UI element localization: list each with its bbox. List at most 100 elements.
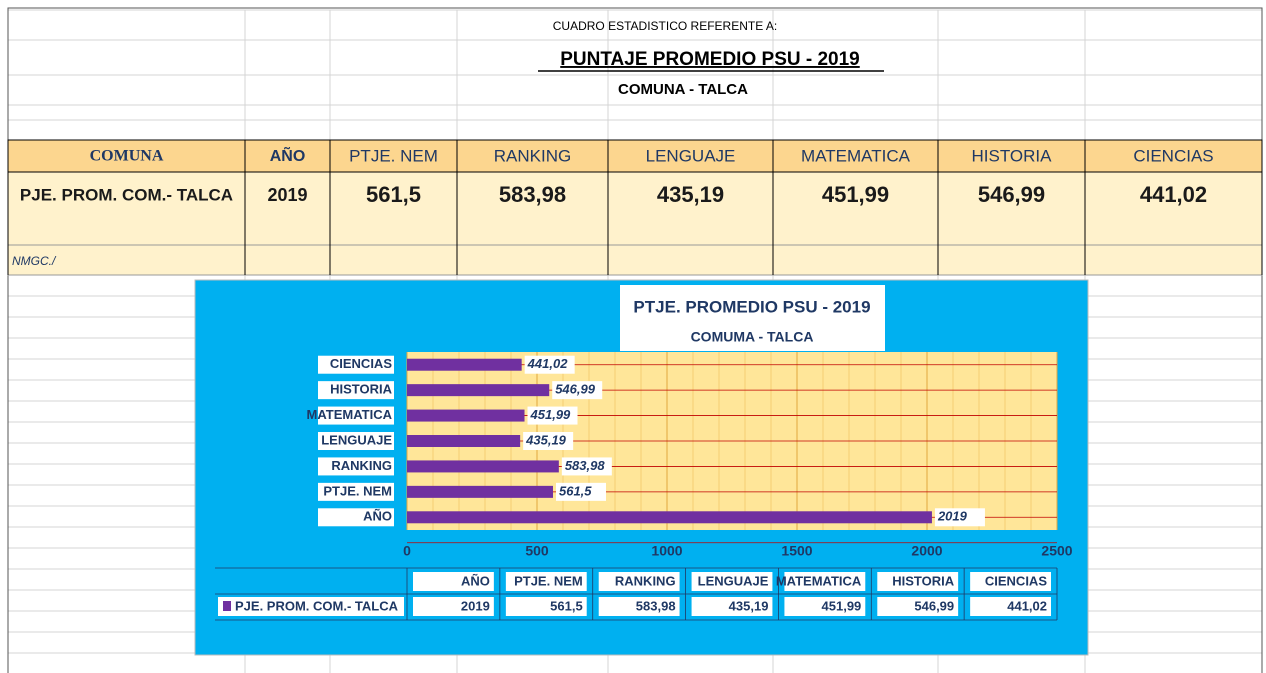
table-cell-bg xyxy=(877,572,959,591)
column-header: LENGUAJE xyxy=(646,146,736,165)
value-label-bg xyxy=(527,406,578,425)
cell: 441,02 xyxy=(1140,182,1207,207)
table: COMUNA PJE. PROM. COM.- TALCA AÑO 2019 PTJE.… xyxy=(7,139,1263,276)
value-label-bg xyxy=(934,508,985,527)
value-label: 2019 xyxy=(937,509,968,524)
column-header: AÑO xyxy=(270,145,306,165)
bar xyxy=(407,460,559,473)
y-tick-label: CIENCIAS xyxy=(330,356,392,371)
bar xyxy=(407,409,525,422)
sheet-subtitle: COMUNA - TALCA xyxy=(618,81,748,98)
category-label-bg xyxy=(318,482,394,501)
value-label: 441,02 xyxy=(527,356,569,371)
table-cell-bg xyxy=(598,597,680,616)
x-tick-label: 2000 xyxy=(911,543,942,559)
column-header: PTJE. NEM xyxy=(349,146,438,165)
table-header: LENGUAJE xyxy=(698,573,769,588)
table-header: RANKING xyxy=(615,573,676,588)
bar xyxy=(407,435,521,447)
caption: CUADRO ESTADISTICO REFERENTE A: xyxy=(553,19,777,33)
table-value: 561,5 xyxy=(550,598,583,613)
table-cell-bg xyxy=(970,572,1051,591)
value-label-bg xyxy=(524,355,575,374)
value-label: 561,5 xyxy=(559,483,592,498)
category-label-bg xyxy=(318,508,394,527)
y-tick-label: RANKING xyxy=(331,458,392,473)
x-tick-label: 500 xyxy=(525,543,549,559)
chart: PTJE. PROMEDIO PSU - 2019 COMUMA - TALCA 0… xyxy=(194,279,1089,656)
x-tick-label: 1000 xyxy=(651,543,682,559)
legend-bg xyxy=(218,597,404,616)
value-label: 435,19 xyxy=(525,432,567,447)
table-cell-bg xyxy=(598,572,680,591)
category-label-bg xyxy=(318,406,394,425)
value-label-bg xyxy=(523,432,574,450)
column-header: CIENCIAS xyxy=(1133,146,1213,165)
value-label-bg xyxy=(561,457,612,476)
value-label: 546,99 xyxy=(555,382,596,397)
cell: 583,98 xyxy=(499,182,566,207)
data-row xyxy=(7,171,1263,246)
y-tick-label: AÑO xyxy=(363,509,392,524)
note: NMGC./ xyxy=(12,254,57,268)
column-header: COMUNA xyxy=(90,148,164,165)
sheet-border xyxy=(7,7,1263,673)
table-value: 2019 xyxy=(461,598,490,613)
table-header: PTJE. NEM xyxy=(514,573,583,588)
table-cell-bg xyxy=(970,597,1051,616)
value-label-bg xyxy=(552,381,603,400)
note-row xyxy=(7,244,1263,276)
title-box xyxy=(620,285,885,351)
table-cell-bg xyxy=(877,597,959,616)
bar xyxy=(407,384,550,397)
table-value: 435,19 xyxy=(729,598,769,613)
cell: 2019 xyxy=(267,185,307,205)
chart-title: PTJE. PROMEDIO PSU - 2019 xyxy=(633,297,870,316)
value-label-bg xyxy=(555,482,606,501)
column-header: HISTORIA xyxy=(972,146,1053,165)
bar xyxy=(407,358,522,371)
table-header: AÑO xyxy=(461,573,490,588)
table-cell-bg xyxy=(784,597,866,616)
column-header: MATEMATICA xyxy=(801,146,911,165)
category-label-bg xyxy=(318,432,394,450)
legend-entry: PJE. PROM. COM.- TALCA xyxy=(235,598,399,613)
value-label: 583,98 xyxy=(565,458,606,473)
table-value: 583,98 xyxy=(636,598,676,613)
value-label: 451,99 xyxy=(530,407,572,422)
table-value: 441,02 xyxy=(1007,598,1047,613)
y-tick-label: HISTORIA xyxy=(330,382,392,397)
column-header: RANKING xyxy=(494,146,571,165)
category-label-bg xyxy=(318,381,394,400)
cell: PJE. PROM. COM.- TALCA xyxy=(20,185,233,204)
bar xyxy=(407,485,553,498)
x-tick-label: 0 xyxy=(403,543,411,559)
table-header: CIENCIAS xyxy=(985,573,1047,588)
chart-subtitle: COMUMA - TALCA xyxy=(691,329,814,345)
x-tick-label: 2500 xyxy=(1041,543,1072,559)
x-tick-label: 1500 xyxy=(781,543,812,559)
table-value: 546,99 xyxy=(914,598,954,613)
table-cell-bg xyxy=(691,572,773,591)
table-cell-bg xyxy=(413,597,494,616)
header-row xyxy=(7,139,1263,173)
cell: 435,19 xyxy=(657,182,724,207)
table-value: 451,99 xyxy=(822,598,862,613)
table-header: HISTORIA xyxy=(892,573,954,588)
cell: 546,99 xyxy=(978,182,1045,207)
table-header: MATEMATICA xyxy=(776,573,862,588)
cell: 561,5 xyxy=(366,182,421,207)
table-cell-bg xyxy=(505,597,587,616)
y-tick-label: LENGUAJE xyxy=(321,432,392,447)
y-tick-label: PTJE. NEM xyxy=(323,483,392,498)
cell: 451,99 xyxy=(822,182,889,207)
legend-swatch xyxy=(223,601,231,611)
y-tick-label: MATEMATICA xyxy=(307,407,393,422)
table-cell-bg xyxy=(691,597,773,616)
sheet-title: PUNTAJE PROMEDIO PSU - 2019 xyxy=(560,49,860,70)
table-cell-bg xyxy=(413,572,494,591)
category-label-bg xyxy=(318,457,394,476)
category-label-bg xyxy=(318,355,394,374)
